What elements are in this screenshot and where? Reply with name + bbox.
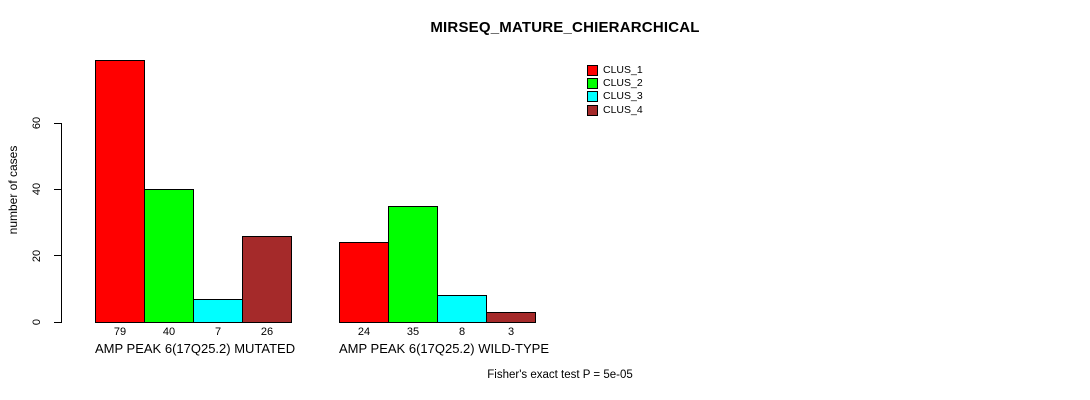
y-tick-label: 40 <box>31 183 43 196</box>
bar-clus_2-group1 <box>144 189 194 323</box>
bar-clus_4-group1 <box>242 236 292 323</box>
bar-value-label: 35 <box>406 326 420 338</box>
bar-clus_2-group2 <box>388 206 438 323</box>
y-tick-mark <box>54 122 61 124</box>
bar-clus_3-group1 <box>193 299 243 323</box>
legend-swatch-clus_2 <box>587 78 598 90</box>
bar-value-label: 24 <box>357 326 371 338</box>
y-tick-mark <box>54 321 61 323</box>
bar-value-label: 40 <box>162 326 176 338</box>
y-tick-label: 60 <box>31 116 43 130</box>
bar-value-label: 79 <box>113 326 127 338</box>
group-label: AMP PEAK 6(17Q25.2) WILD-TYPE <box>339 341 549 356</box>
legend-label: CLUS_2 <box>603 77 643 90</box>
bar-clus_4-group2 <box>486 312 536 323</box>
legend-swatch-clus_3 <box>587 91 598 103</box>
legend-label: CLUS_1 <box>603 64 643 76</box>
footnote-fisher-test: Fisher's exact test P = 5e-05 <box>487 369 633 381</box>
y-axis-label: number of cases <box>6 145 20 235</box>
bar-clus_1-group2 <box>339 242 389 323</box>
y-tick-label: 20 <box>31 249 43 262</box>
bar-clus_1-group1 <box>95 60 145 323</box>
bar-value-label: 3 <box>507 326 515 338</box>
legend-label: CLUS_4 <box>603 103 643 116</box>
legend-label: CLUS_3 <box>603 90 643 103</box>
chart-title: MIRSEQ_MATURE_CHIERARCHICAL <box>430 19 700 36</box>
y-tick-label: 0 <box>31 318 43 326</box>
bar-value-label: 8 <box>458 326 466 338</box>
y-tick-mark <box>54 255 61 257</box>
bar-value-label: 26 <box>260 326 274 338</box>
bar-value-label: 7 <box>214 326 222 338</box>
y-axis-line <box>61 123 62 323</box>
y-tick-mark <box>54 188 61 190</box>
group-label: AMP PEAK 6(17Q25.2) MUTATED <box>95 341 296 356</box>
bar-clus_3-group2 <box>437 295 487 323</box>
legend-swatch-clus_4 <box>587 104 598 116</box>
legend-swatch-clus_1 <box>587 65 598 76</box>
